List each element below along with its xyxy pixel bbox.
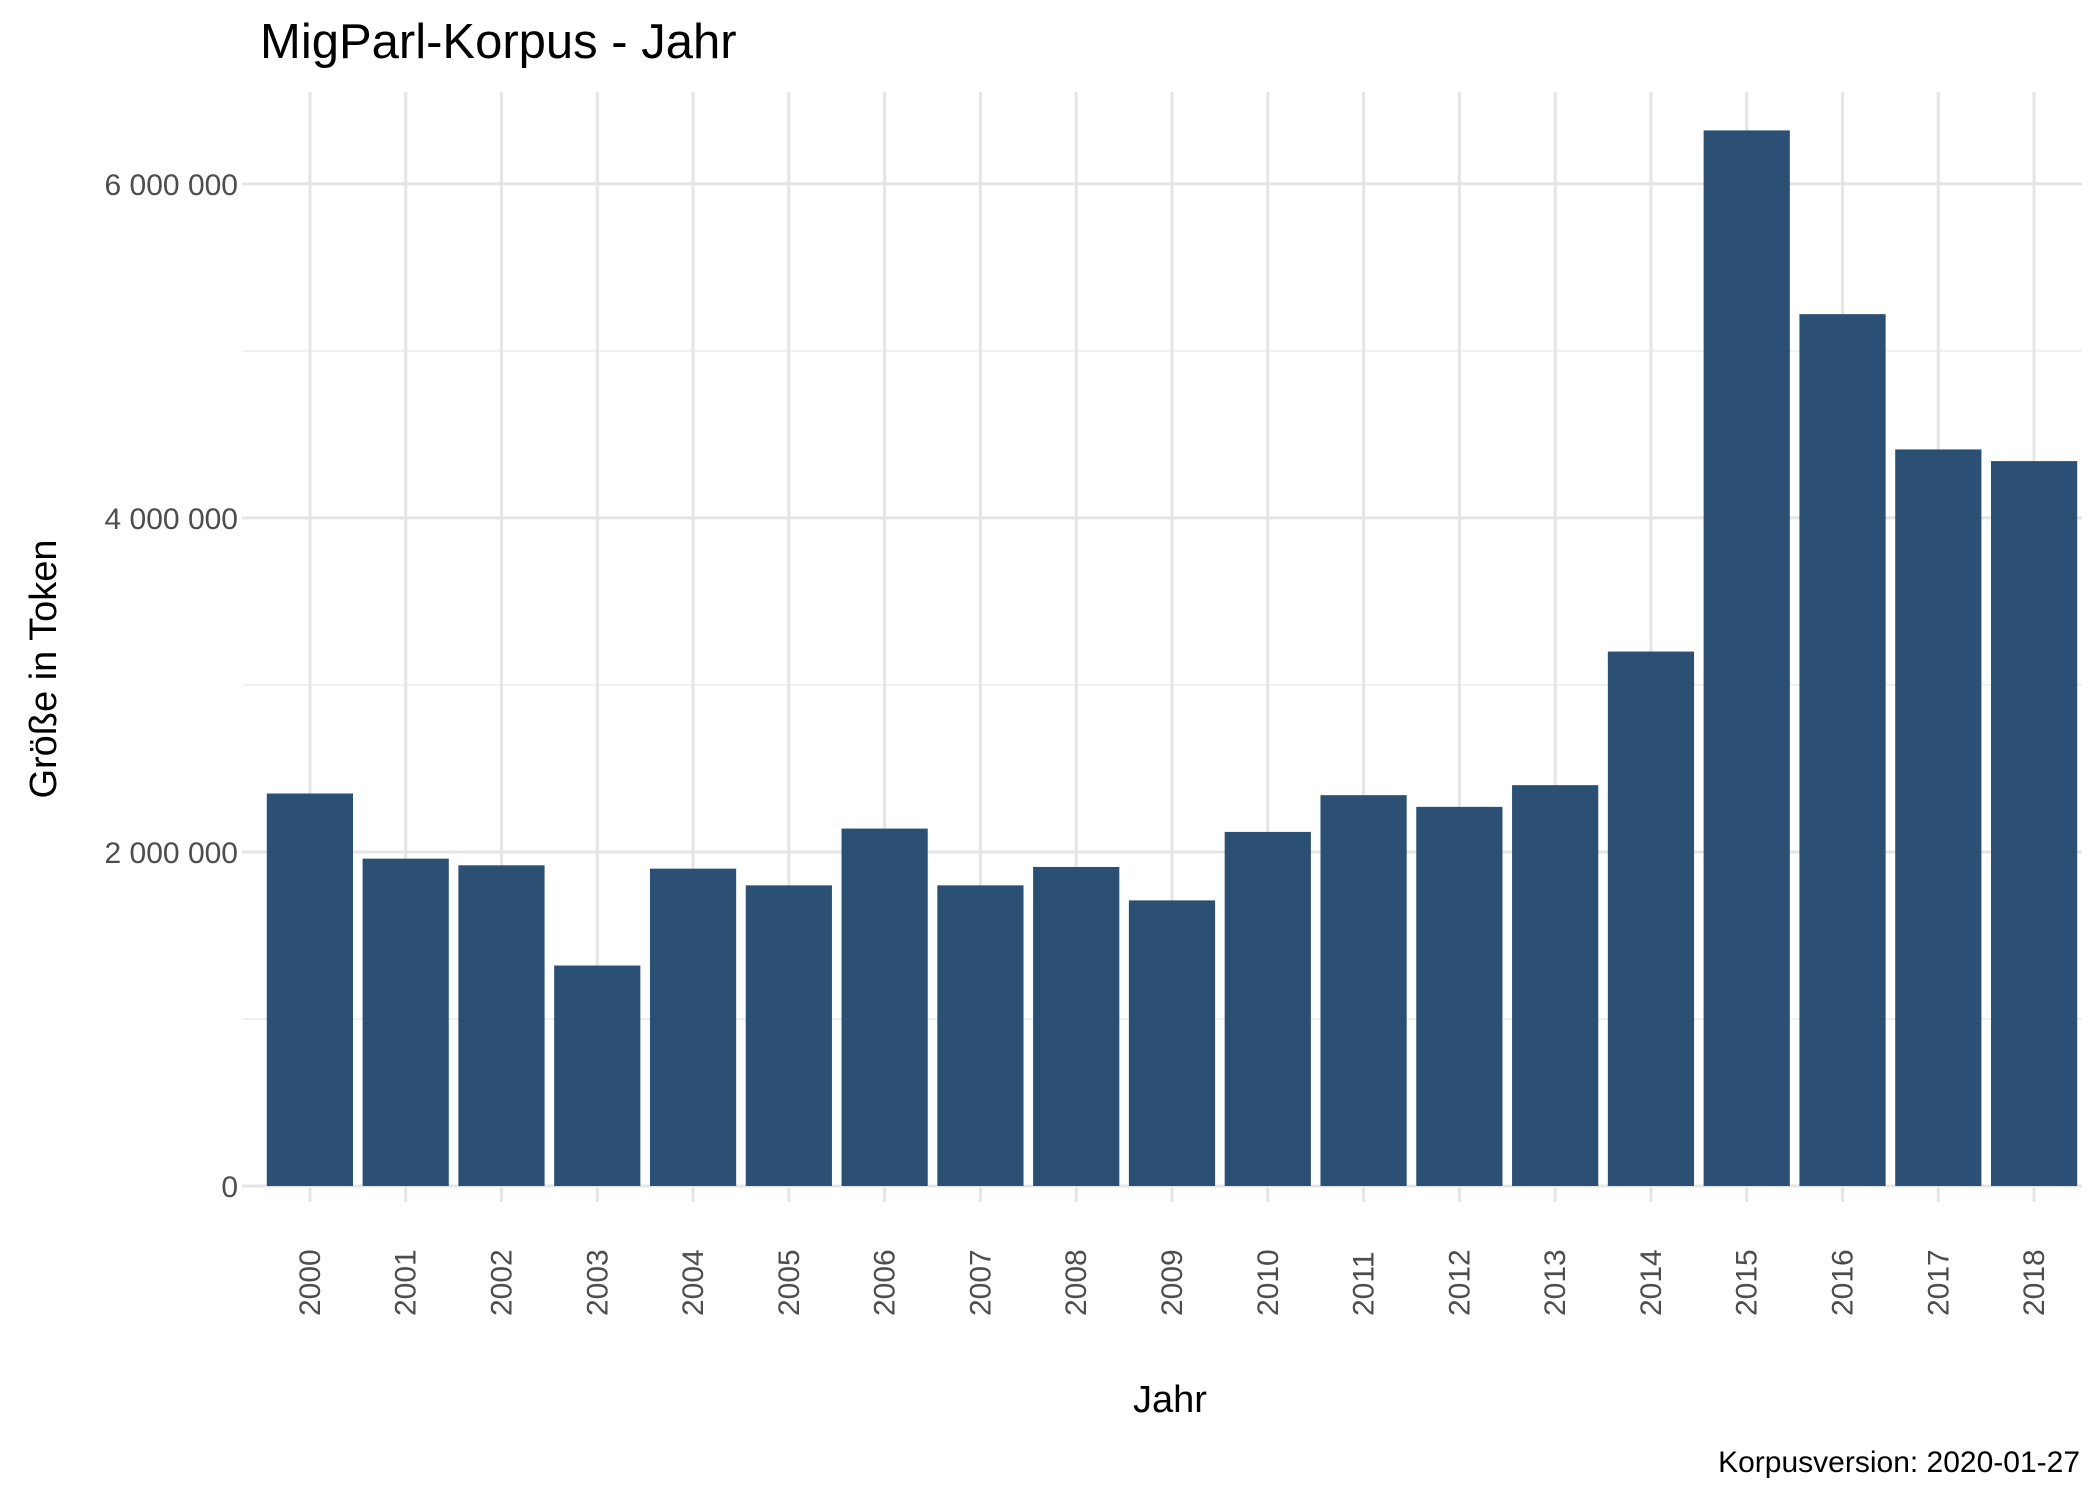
bar-2001 [362,858,449,1186]
bar-2000 [266,793,353,1186]
bar-2003 [554,965,641,1186]
x-tick-label-2001: 2001 [390,1249,423,1316]
bar-2002 [458,865,545,1186]
chart-title: MigParl-Korpus - Jahr [260,15,737,69]
bars [266,130,2078,1186]
x-tick-label-2013: 2013 [1539,1249,1572,1316]
x-tick-label-2002: 2002 [485,1249,518,1316]
y-axis-ticks: 0 2 000 000 4 000 000 6 000 000 [105,169,238,1204]
x-tick-label-2018: 2018 [2018,1249,2051,1316]
x-tick-label-2004: 2004 [677,1249,710,1316]
bar-2007 [937,885,1024,1186]
x-axis-ticks: 2000 2001 2002 2003 2004 2005 2006 2007 2008 2009… [294,1249,2051,1316]
y-tick-label: 2 000 000 [105,837,238,870]
bar-2004 [649,868,737,1186]
bar-2005 [745,885,832,1186]
y-tick-label: 4 000 000 [105,503,238,536]
x-axis-label: Jahr [1133,1379,1207,1421]
x-tick-label-2017: 2017 [1922,1249,1955,1316]
bar-2016 [1799,314,1886,1186]
bar-2015 [1703,130,1790,1186]
x-tick-label-2012: 2012 [1443,1249,1476,1316]
x-tick-label-2015: 2015 [1731,1249,1764,1316]
bar-2014 [1607,651,1695,1186]
x-tick-label-2011: 2011 [1348,1251,1381,1316]
x-tick-label-2009: 2009 [1156,1249,1189,1316]
y-tick-label: 6 000 000 [105,169,238,202]
y-axis-label: Größe in Token [23,539,65,798]
bar-2010 [1224,831,1311,1186]
x-tick-label-2016: 2016 [1827,1249,1860,1316]
bar-2012 [1416,806,1503,1186]
x-tick-label-2007: 2007 [964,1249,997,1316]
bar-2017 [1895,449,1982,1186]
y-tick-label: 0 [221,1171,238,1204]
x-tick-label-2010: 2010 [1252,1249,1285,1316]
bar-2018 [1991,461,2078,1186]
bar-2009 [1128,900,1216,1186]
bar-2013 [1512,785,1599,1186]
x-tick-label-2003: 2003 [581,1249,614,1316]
bar-2011 [1320,795,1407,1186]
chart-caption: Korpusversion: 2020-01-27 [1718,1446,2080,1479]
x-tick-label-2006: 2006 [869,1249,902,1316]
x-tick-label-2008: 2008 [1060,1249,1093,1316]
bar-2006 [841,828,928,1186]
x-tick-label-2000: 2000 [294,1249,327,1316]
bar-2008 [1033,866,1120,1186]
x-tick-label-2005: 2005 [773,1249,806,1316]
x-tick-label-2014: 2014 [1635,1249,1668,1316]
